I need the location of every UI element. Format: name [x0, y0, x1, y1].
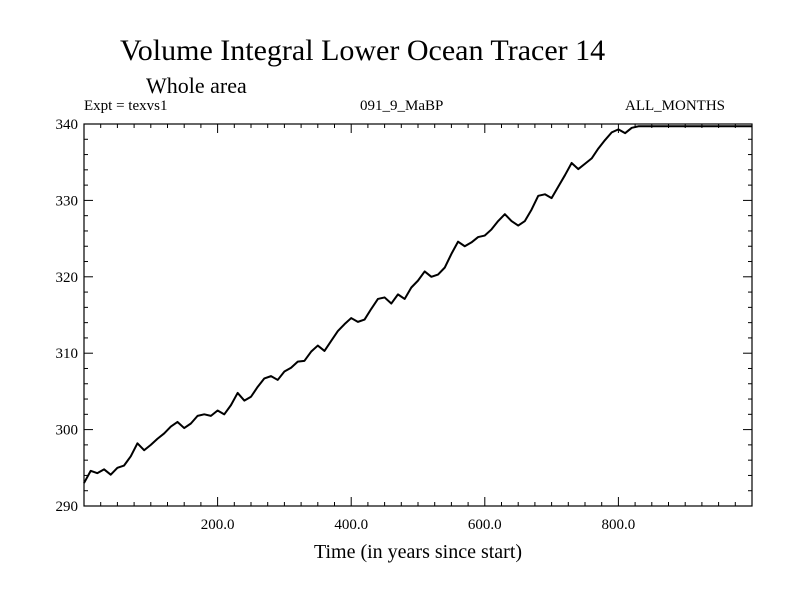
x-tick-label: 400.0 — [334, 517, 368, 533]
y-tick-label: 340 — [56, 117, 79, 133]
period-label: 091_9_MaBP — [360, 98, 443, 114]
x-tick-label: 200.0 — [201, 517, 235, 533]
x-tick-label: 800.0 — [602, 517, 636, 533]
experiment-label: Expt = texvs1 — [84, 98, 167, 114]
y-tick-label: 290 — [56, 499, 79, 515]
y-tick-label: 330 — [56, 193, 79, 209]
y-tick-label: 300 — [56, 423, 79, 439]
plot-area: 200.0 400.0 600.0 800.0 290 300 310 320 330 340 — [56, 117, 753, 533]
y-tick-label: 320 — [56, 270, 79, 286]
series-line — [83, 125, 752, 484]
y-tick-label: 310 — [56, 346, 79, 362]
months-label: ALL_MONTHS — [625, 98, 725, 114]
chart-title: Volume Integral Lower Ocean Tracer 14 — [120, 34, 605, 67]
plot-frame — [83, 123, 753, 507]
x-tick-label: 600.0 — [468, 517, 502, 533]
chart-subtitle: Whole area — [146, 73, 247, 98]
x-axis-label: Time (in years since start) — [314, 541, 522, 563]
